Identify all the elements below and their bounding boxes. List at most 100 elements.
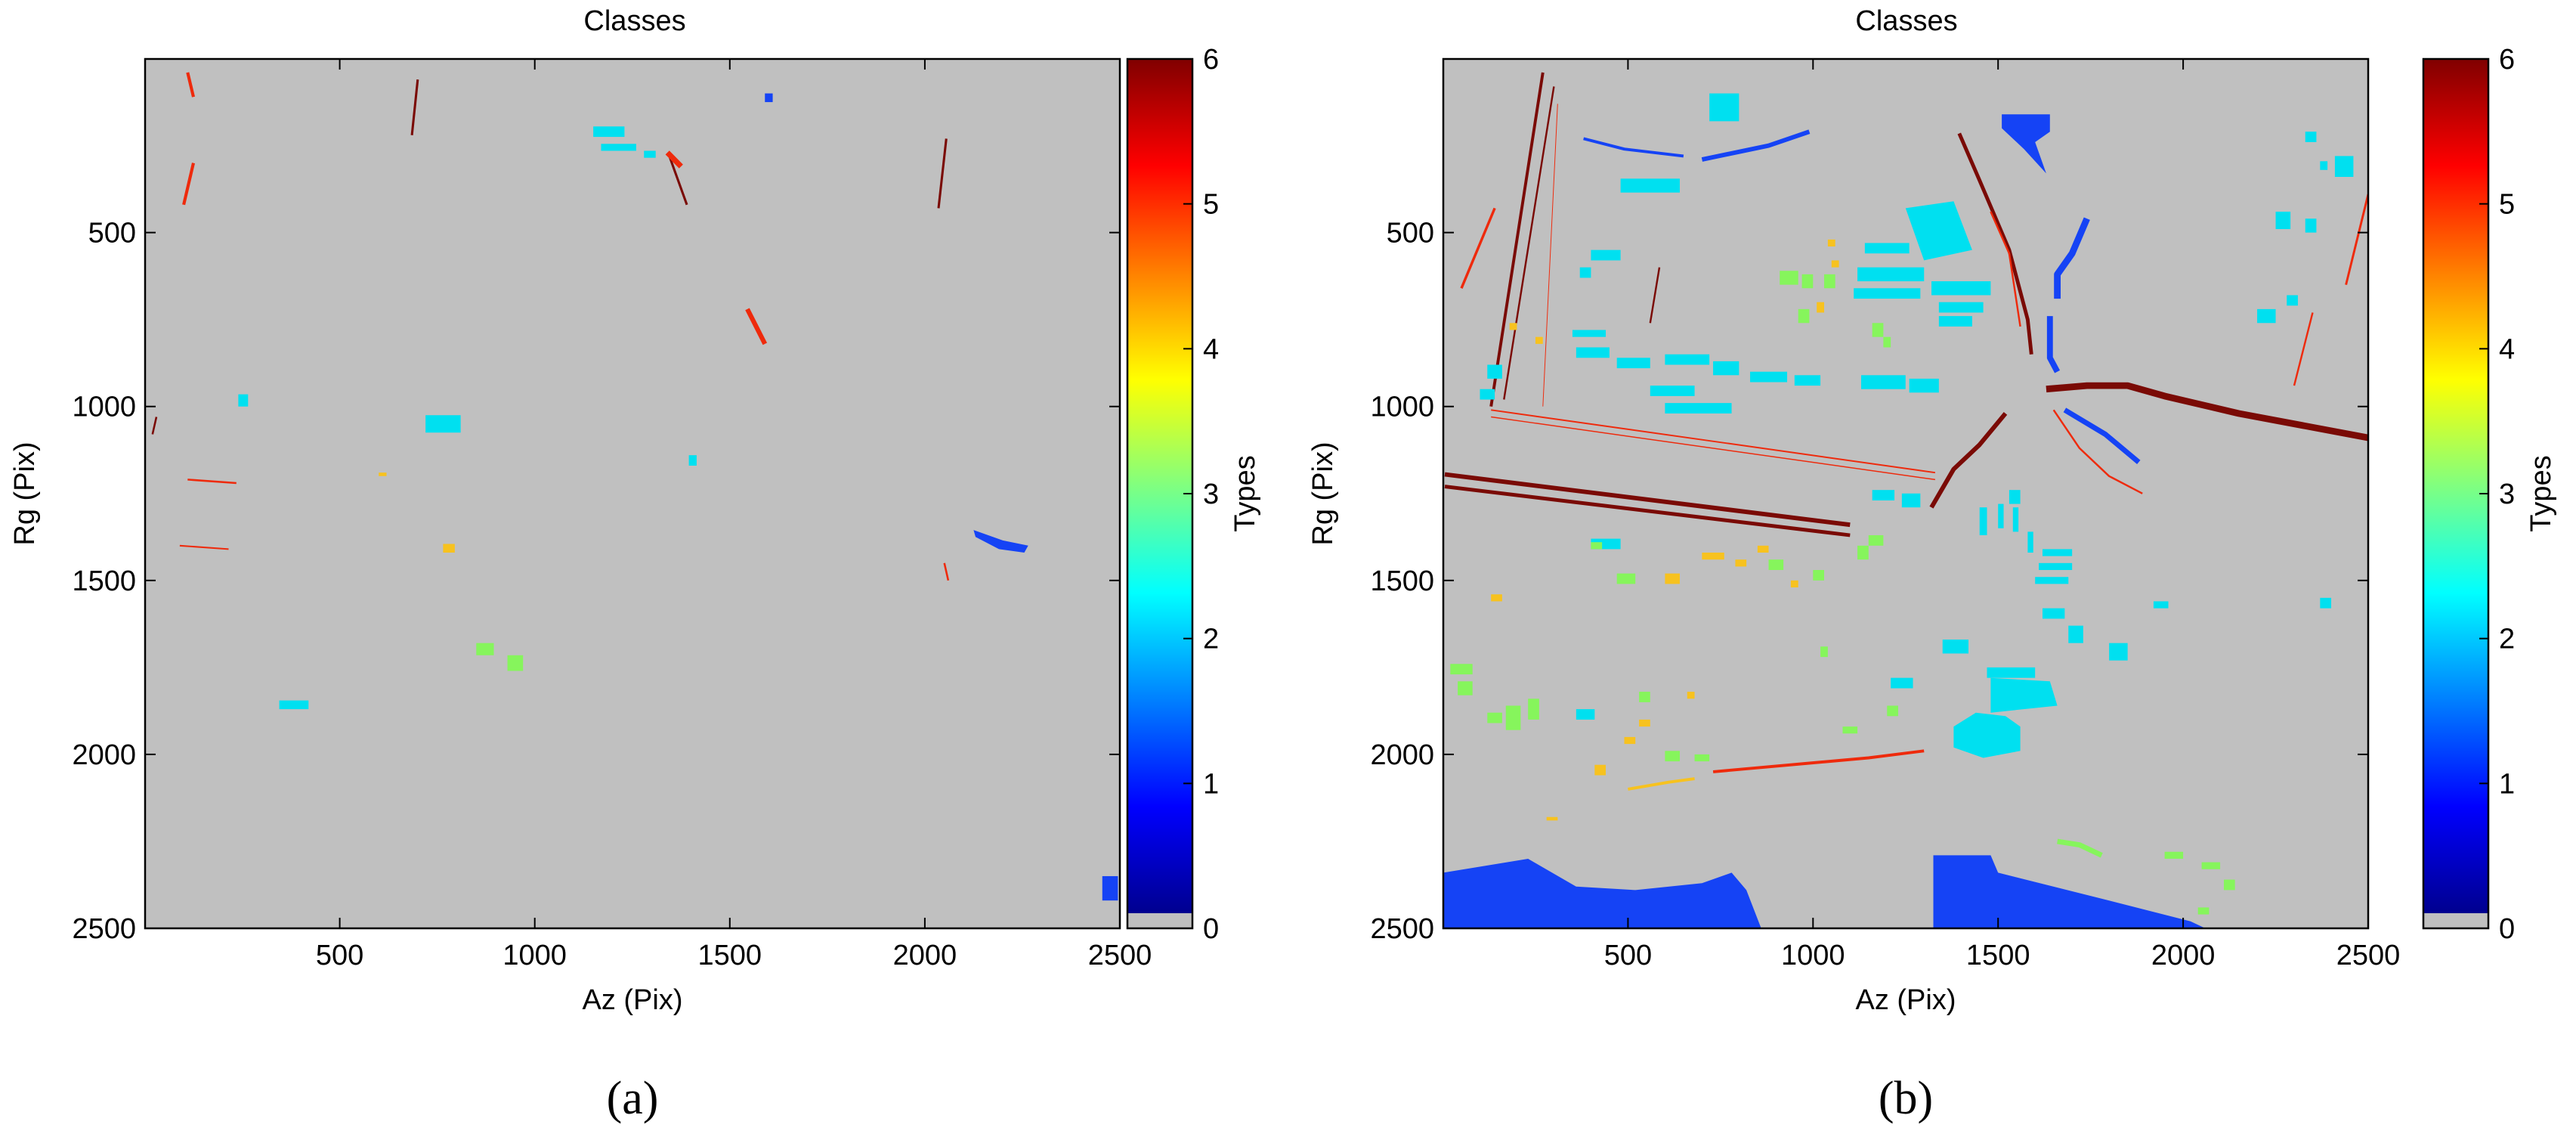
- class-2-region: [1938, 316, 1972, 327]
- class-4-region: [1790, 580, 1798, 588]
- x-tick-label: 2000: [893, 940, 957, 971]
- class-1-region: [2063, 407, 2141, 465]
- class-2-region: [1487, 364, 1502, 379]
- x-ticks-b: 500 1000 1500 2000 2500: [1604, 59, 2401, 971]
- class-3-region: [2223, 879, 2235, 891]
- class-6-region: [2046, 382, 2368, 441]
- class-2-region: [1901, 493, 1921, 508]
- class-2-region: [2068, 625, 2083, 643]
- colorbar-tick-label: 6: [2499, 44, 2515, 76]
- class-2-region: [279, 700, 309, 710]
- class-5-region: [1542, 104, 1558, 407]
- colorbar-strip-b: [2423, 59, 2488, 928]
- class-2-region: [425, 415, 461, 433]
- class-1-region: [1701, 129, 1811, 162]
- class-4-region: [1702, 553, 1724, 560]
- class-2-region: [1794, 375, 1821, 386]
- y-axis-label-b: Rg (Pix): [1307, 441, 1339, 545]
- class-5-region: [745, 308, 768, 345]
- x-tick-label: 2500: [2336, 940, 2401, 971]
- class-2-region: [2042, 608, 2065, 619]
- class-2-region: [1860, 375, 1906, 389]
- class-2-region: [2027, 531, 2033, 553]
- class-3-region: [1505, 705, 1521, 730]
- y-tick-label: 2500: [1370, 913, 1434, 945]
- class-2-region: [1620, 178, 1680, 193]
- class-2-region: [1872, 490, 1895, 500]
- colorbar-tick-label: 4: [1203, 333, 1219, 365]
- class-3-region: [1820, 646, 1828, 658]
- class-4-region: [1535, 336, 1543, 344]
- class-2-region: [2035, 577, 2069, 584]
- class-6-region: [668, 155, 688, 206]
- class-3-region: [476, 643, 494, 655]
- class-4-region: [1509, 323, 1517, 330]
- class-2-region: [1579, 267, 1591, 278]
- colorbar-label-b: Types: [2525, 455, 2557, 531]
- class-5-region: [1460, 207, 1496, 289]
- class-6-region: [410, 79, 419, 135]
- class-5-region: [1491, 409, 1936, 474]
- class-2-region: [2305, 132, 2317, 142]
- class-5-region: [187, 479, 237, 485]
- class-2-region: [1750, 371, 1788, 383]
- x-tick-label: 500: [316, 940, 363, 971]
- class-6-region: [937, 138, 948, 209]
- class-2-region: [593, 126, 625, 138]
- chart-title-a: Classes: [583, 5, 685, 37]
- class-3-region: [1768, 559, 1784, 571]
- class-5-region: [186, 72, 196, 98]
- class-3-region: [1857, 545, 1869, 560]
- class-4-region: [1757, 545, 1769, 553]
- class-6-region: [1929, 412, 2008, 509]
- class-2-region: [644, 150, 656, 158]
- y-ticks-b: 500 1000 1500 2000 2500: [1370, 218, 2368, 945]
- class-3-region: [1883, 336, 1891, 348]
- colorbar-tick-label: 3: [2499, 479, 2515, 510]
- y-tick-label: 1000: [1370, 392, 1434, 423]
- x-tick-label: 1500: [1966, 940, 2030, 971]
- panel-tag-a: (a): [606, 1073, 659, 1124]
- class-2-region: [1576, 347, 1610, 358]
- colorbar-tick-label: 0: [1203, 913, 1219, 945]
- class-4-region: [1639, 719, 1650, 727]
- colorbar-tick-label: 2: [1203, 624, 1219, 655]
- class-4-region: [1628, 777, 1695, 791]
- colorbar-gradient-fill: [2423, 59, 2488, 913]
- class-1-region: [1102, 875, 1118, 901]
- class-4-region: [443, 544, 455, 553]
- class-2-region: [2320, 161, 2328, 170]
- colorbar-label-a: Types: [1229, 455, 1261, 531]
- class-4-region: [379, 472, 387, 476]
- class-2-region: [1713, 361, 1739, 376]
- class-4-region: [1491, 594, 1502, 602]
- class-3-region: [2201, 862, 2221, 869]
- class-3-region: [1528, 699, 1539, 720]
- class-2-region: [1942, 640, 1969, 654]
- y-axis-label-a: Rg (Pix): [9, 441, 41, 545]
- class-4-region: [1831, 260, 1839, 268]
- class-2-region: [1998, 503, 2004, 528]
- panel-a: Classes 500 1000 1500 2000 2500 500 1000 1500 2…: [9, 5, 1261, 1016]
- class-2-region: [1938, 302, 1984, 313]
- x-tick-label: 1000: [503, 940, 567, 971]
- class-3-region: [1450, 664, 1473, 675]
- class-6-region: [1444, 485, 1851, 537]
- colorbar-tick-label: 1: [2499, 768, 2515, 800]
- class-4-region: [1594, 764, 1607, 776]
- class-4-region: [1665, 573, 1680, 584]
- class-2-region: [1709, 93, 1739, 122]
- class-2-region: [1616, 358, 1650, 369]
- class-2-region: [1891, 677, 1913, 689]
- y-tick-label: 500: [88, 218, 136, 249]
- colorbar-tick-label: 1: [1203, 768, 1219, 800]
- class-2-region: [2287, 295, 2298, 306]
- class-2-region: [2334, 156, 2354, 178]
- x-axis-label-a: Az (Pix): [583, 984, 683, 1016]
- class-2-region: [2305, 218, 2317, 233]
- class-1-region: [765, 93, 773, 103]
- class-3-region: [2197, 907, 2210, 915]
- class-2-region: [1931, 281, 1991, 296]
- class-3-region: [1813, 570, 1824, 581]
